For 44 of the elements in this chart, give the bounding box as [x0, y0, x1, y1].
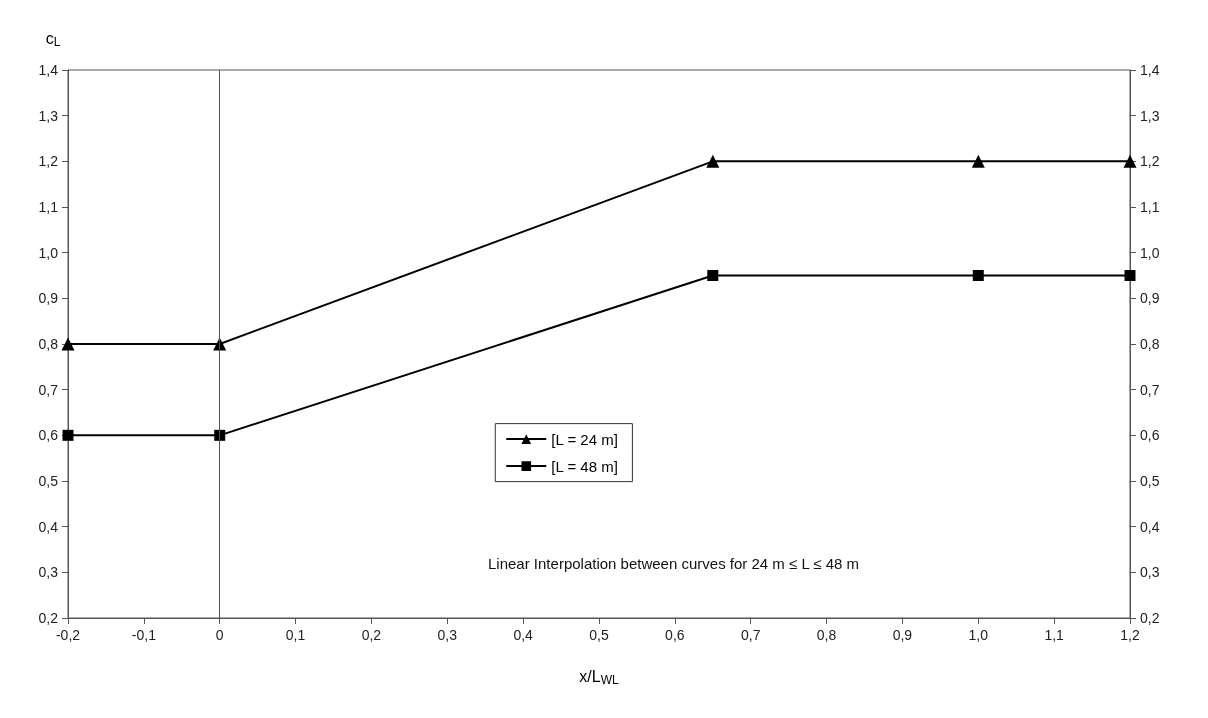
x-tick-label: 1,2	[1120, 627, 1140, 643]
y2-tick-label: 1,0	[1140, 244, 1160, 261]
x-tick-label: 0,7	[740, 627, 761, 643]
x-tick-label: 0,1	[285, 627, 306, 643]
y2-tick-label: 1,2	[1140, 153, 1160, 170]
x-tick-label: 0	[215, 627, 224, 643]
y2-tick-label: 0,2	[1140, 610, 1160, 626]
x-tick-label: 0,5	[589, 627, 609, 643]
y2-tick-label: 1,1	[1140, 199, 1160, 215]
x-tick-label: -0,1	[131, 627, 157, 643]
x-tick-label: 0,9	[892, 627, 913, 643]
y2-tick-label: 1,3	[1140, 107, 1160, 124]
y2-tick-label: 0,6	[1140, 427, 1160, 444]
x-tick-label: 1,1	[1044, 627, 1065, 643]
y2-tick-label: 0,7	[1140, 381, 1160, 398]
x-tick-label: 0,3	[437, 627, 458, 643]
y-tick-label: 0,8	[38, 336, 59, 352]
x-tick-label: 0,4	[513, 627, 534, 643]
y-tick-label: 1,0	[38, 244, 59, 261]
y-tick-label: 0,7	[38, 381, 59, 398]
y2-tick-label: 0,8	[1140, 336, 1160, 352]
y-tick-label: 0,5	[38, 473, 59, 489]
legend-label: [L = 48 m]	[551, 457, 618, 475]
x-tick-label: 0,8	[816, 627, 837, 643]
y2-tick-label: 0,4	[1140, 518, 1160, 535]
y2-tick-label: 0,5	[1140, 473, 1160, 489]
x-tick-label: 1,0	[968, 627, 989, 643]
y2-tick-label: 0,3	[1140, 564, 1160, 581]
y2-tick-label: 1,4	[1140, 62, 1160, 78]
y-tick-label: 0,2	[38, 610, 59, 626]
y-tick-label: 1,2	[38, 153, 59, 170]
annotation: Linear Interpolation between curves for 24 m ≤ L ≤ 48 m	[488, 555, 860, 572]
y-tick-label: 1,1	[38, 199, 59, 215]
y-tick-label: 0,3	[38, 564, 59, 581]
legend-label: [L = 24 m]	[551, 430, 618, 448]
x-tick-label: 0,2	[361, 627, 382, 643]
y-tick-label: 1,3	[38, 107, 59, 124]
y-tick-label: 0,6	[38, 427, 59, 444]
x-tick-label: -0,2	[55, 627, 81, 643]
y-tick-label: 0,4	[38, 518, 59, 535]
x-tick-label: 0,6	[665, 627, 685, 643]
y-tick-label: 0,9	[38, 290, 59, 307]
y2-tick-label: 0,9	[1140, 290, 1160, 307]
y-tick-label: 1,4	[38, 62, 59, 78]
